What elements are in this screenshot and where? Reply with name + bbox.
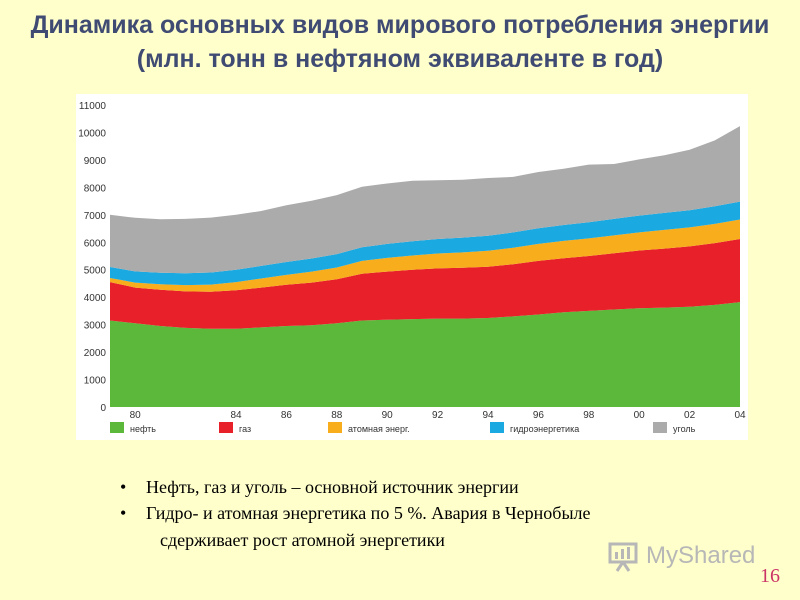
legend-label-4: уголь [673,424,696,434]
x-tick-label: 90 [382,410,394,421]
y-tick-label: 2000 [84,348,107,359]
x-tick-label: 88 [331,410,343,421]
y-tick-label: 10000 [78,129,106,140]
legend-swatch-2 [328,422,342,433]
bullet-marker: • [120,477,127,497]
legend-label-2: атомная энерг. [348,424,410,434]
stacked-area-chart: 0100020003000400050006000700080009000100… [78,101,746,434]
logo-text: MyShared [646,542,756,569]
y-tick-label: 6000 [84,238,107,249]
presentation-board-icon [608,542,638,572]
bullet-marker: • [120,503,127,523]
x-tick-label: 98 [583,410,595,421]
y-tick-label: 1000 [84,376,107,387]
legend-swatch-1 [219,422,233,433]
x-tick-label: 04 [734,410,746,421]
area-series-0 [110,302,740,407]
x-tick-label: 96 [533,410,545,421]
bullet-text-2: Гидро- и атомная энергетика по 5 %. Авар… [146,503,591,523]
y-tick-label: 3000 [84,321,107,332]
x-tick-label: 02 [684,410,696,421]
y-tick-label: 9000 [84,156,107,167]
y-tick-label: 7000 [84,211,107,222]
x-tick-label: 94 [482,410,494,421]
y-tick-label: 8000 [84,183,107,194]
y-tick-label: 5000 [84,266,107,277]
chart-panel: 0 1000 2000 3000 4000 5000 6000 7000 8000 9000 100… [76,94,748,440]
bullet-item-1: • Нефть, газ и уголь – основной источник… [120,474,770,500]
legend-label-3: гидроэнергетика [510,424,579,434]
area-series-2 [110,219,740,292]
area-series-1 [110,239,740,329]
x-tick-label: 80 [130,410,142,421]
legend-swatch-3 [490,422,504,433]
slide-title: Динамика основных видов мирового потребл… [30,11,770,73]
bullet-item-2: • Гидро- и атомная энергетика по 5 %. Ав… [120,500,770,526]
legend-swatch-4 [653,422,667,433]
myshared-logo[interactable]: MyShared [606,538,766,574]
y-tick-label: 4000 [84,293,107,304]
legend-swatch-0 [110,422,124,433]
y-tick-label: 11000 [79,101,107,112]
y-tick-label: 0 [100,403,106,414]
page-number: 16 [760,565,780,587]
bullet-text-2-continuation: сдерживает рост атомной энергетики [160,530,445,550]
bullet-text-1: Нефть, газ и уголь – основной источник э… [146,477,519,497]
x-tick-label: 84 [230,410,242,421]
area-series-4 [110,126,740,274]
legend-label-0: нефть [130,424,156,434]
x-tick-label: 86 [281,410,293,421]
x-tick-label: 92 [432,410,444,421]
area-series-3 [110,201,740,286]
x-tick-label: 00 [634,410,646,421]
legend-label-1: газ [239,424,251,434]
bullet-list: • Нефть, газ и уголь – основной источник… [120,474,770,554]
